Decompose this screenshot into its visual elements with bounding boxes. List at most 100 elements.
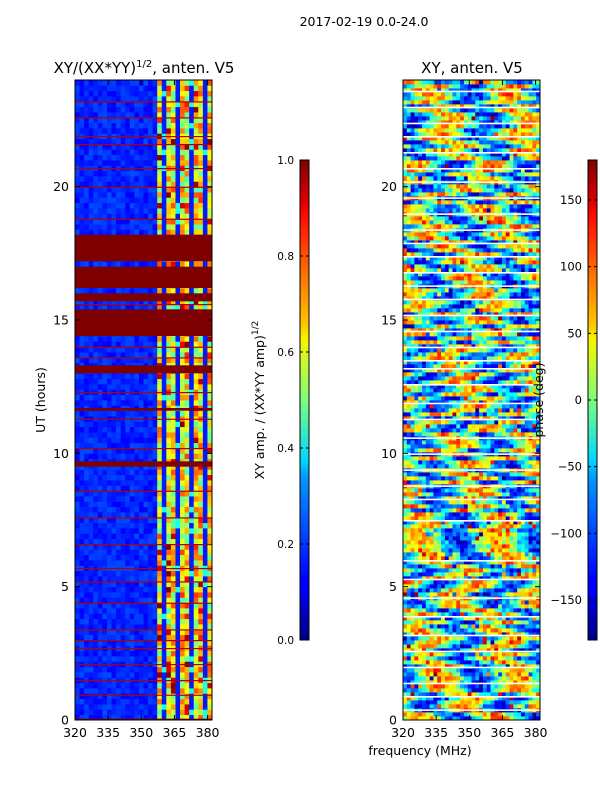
heatmap-cell: [475, 612, 480, 617]
heatmap-cell: [84, 304, 90, 310]
heatmap-cell: [207, 154, 212, 161]
heatmap-cell: [180, 224, 185, 230]
heatmap-cell: [111, 288, 117, 294]
heatmap-cell: [84, 490, 90, 497]
heatmap-cell: [157, 560, 163, 566]
heatmap-cell: [97, 613, 103, 620]
heatmap-cell: [138, 149, 144, 156]
heatmap-cell: [143, 672, 149, 678]
heatmap-cell: [444, 700, 450, 705]
heatmap-cell: [125, 570, 131, 577]
heatmap-cell: [517, 704, 522, 709]
heatmap-cell: [441, 640, 446, 645]
heatmap-cell: [138, 560, 144, 566]
heatmap-cell: [202, 181, 208, 188]
heatmap-cell: [175, 112, 181, 118]
heatmap-cell: [180, 469, 185, 476]
heatmap-cell: [494, 588, 499, 593]
heatmap-cell: [202, 288, 208, 294]
heatmap-cell: [148, 709, 154, 716]
heatmap-cell: [460, 620, 465, 625]
heatmap-cell: [161, 288, 167, 294]
heatmap-cell: [505, 680, 510, 685]
heatmap-cell: [75, 618, 80, 625]
amplitude-colorbar-gradient: [299, 159, 310, 641]
heatmap-cell: [166, 432, 172, 438]
heatmap-cell: [444, 604, 450, 609]
heatmap-cell: [152, 453, 158, 460]
heatmap-cell: [161, 693, 167, 700]
heatmap-cell: [180, 352, 185, 358]
heatmap-cell: [180, 90, 185, 97]
heatmap-cell: [433, 652, 438, 657]
heatmap-cell: [106, 602, 112, 609]
heatmap-cell: [166, 208, 172, 214]
heatmap-cell: [175, 469, 181, 476]
heatmap-cell: [175, 394, 181, 401]
heatmap-cell: [84, 480, 90, 486]
heatmap-cell: [161, 512, 167, 518]
heatmap-cell: [175, 186, 181, 193]
heatmap-cell: [501, 712, 507, 717]
heatmap-cell: [161, 90, 167, 97]
heatmap-cell: [129, 469, 135, 476]
heatmap-cell: [84, 629, 90, 636]
heatmap-cell: [524, 636, 529, 641]
heatmap-cell: [106, 85, 112, 92]
heatmap-cell: [456, 624, 461, 629]
heatmap-cell: [184, 149, 190, 156]
heatmap-cell: [202, 336, 208, 342]
heatmap-cell: [125, 128, 131, 134]
heatmap-cell: [175, 544, 181, 550]
heatmap-cell: [410, 716, 415, 720]
heatmap-cell: [148, 80, 154, 86]
heatmap-cell: [448, 608, 453, 613]
heatmap-cell: [120, 538, 126, 545]
heatmap-cell: [433, 604, 438, 609]
heatmap-cell: [189, 602, 195, 609]
heatmap-cell: [460, 680, 465, 685]
heatmap-cell: [170, 704, 176, 710]
heatmap-cell: [97, 101, 103, 108]
heatmap-cell: [148, 208, 154, 214]
heatmap-cell: [157, 549, 163, 556]
heatmap-cell: [97, 373, 103, 380]
heatmap-cell: [184, 181, 190, 188]
heatmap-cell: [93, 176, 99, 182]
heatmap-cell: [444, 676, 450, 681]
heatmap-cell: [79, 624, 85, 630]
heatmap-cell: [193, 352, 199, 358]
heatmap-cell: [93, 512, 99, 518]
heatmap-cell: [75, 304, 80, 310]
heatmap-cell: [93, 261, 99, 268]
heatmap-cell: [513, 684, 518, 689]
heatmap-cell: [184, 117, 190, 124]
heatmap-cell: [414, 700, 419, 705]
heatmap-cell: [93, 501, 99, 508]
heatmap-cell: [193, 138, 199, 145]
heatmap-cell: [84, 85, 90, 92]
heatmap-cell: [161, 117, 167, 124]
heatmap-cell: [467, 600, 472, 605]
heatmap-cell: [429, 624, 434, 629]
heatmap-cell: [152, 538, 158, 545]
heatmap-cell: [189, 261, 195, 268]
heatmap-cell: [193, 506, 199, 513]
heatmap-cell: [189, 421, 195, 428]
heatmap-cell: [120, 298, 126, 305]
heatmap-cell: [202, 448, 208, 454]
heatmap-cell: [120, 570, 126, 577]
heatmap-cell: [166, 688, 172, 694]
heatmap-cell: [75, 106, 80, 113]
heatmap-cell: [79, 453, 85, 460]
heatmap-cell: [138, 85, 144, 92]
heatmap-cell: [505, 644, 510, 649]
heatmap-cell: [175, 101, 181, 108]
heatmap-cell: [429, 680, 434, 685]
heatmap-cell: [532, 680, 537, 685]
heatmap-cell: [471, 604, 476, 609]
heatmap-cell: [482, 588, 488, 593]
heatmap-cell: [517, 680, 522, 685]
heatmap-cell: [134, 101, 140, 108]
heatmap-cell: [125, 202, 131, 209]
